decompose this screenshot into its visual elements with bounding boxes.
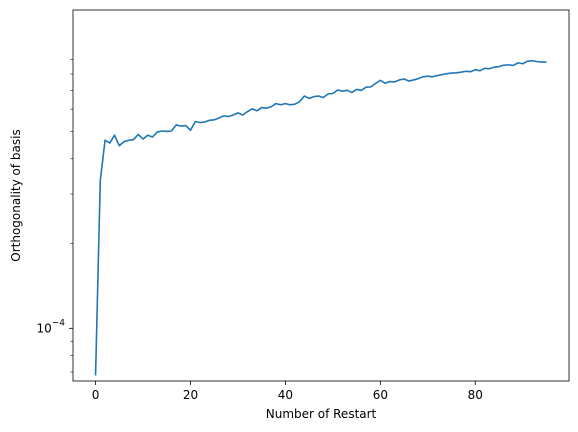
x-tick-label: 80 xyxy=(468,388,483,402)
y-axis-ticks: 10−4 xyxy=(36,59,73,373)
x-axis-ticks: 0 20 40 60 80 xyxy=(92,381,483,402)
x-tick-label: 40 xyxy=(278,388,293,402)
x-tick-label: 20 xyxy=(183,388,198,402)
plot-area xyxy=(94,59,547,376)
plot-frame xyxy=(72,9,570,382)
series-line-0 xyxy=(94,59,547,376)
x-tick-label: 60 xyxy=(373,388,388,402)
y-axis-label: Orthogonality of basis xyxy=(9,129,23,261)
x-axis-label: Number of Restart xyxy=(266,407,377,421)
x-tick-label: 0 xyxy=(92,388,100,402)
y-tick-label: 10−4 xyxy=(36,318,65,335)
